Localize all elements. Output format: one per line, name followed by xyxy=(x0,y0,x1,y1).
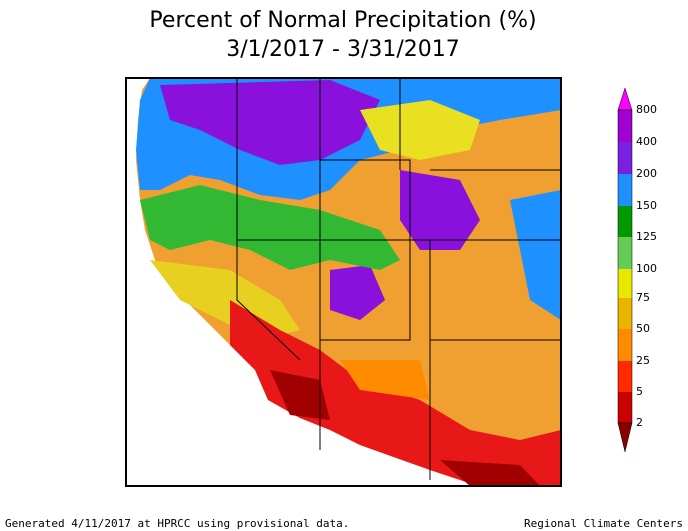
legend-swatch xyxy=(618,206,632,237)
legend-swatch xyxy=(618,329,632,361)
legend-label: 800 xyxy=(636,103,657,116)
legend-label: 75 xyxy=(636,291,650,304)
legend-label: 2 xyxy=(636,416,643,429)
legend-swatch xyxy=(618,298,632,329)
region-yellow xyxy=(360,100,480,160)
title: Percent of Normal Precipitation (%) xyxy=(149,8,536,33)
legend-label: 150 xyxy=(636,199,657,212)
region-purple xyxy=(330,265,385,320)
legend: 800 400 200 150 125 100 75 50 25 5 2 xyxy=(617,87,657,453)
legend-swatch xyxy=(618,361,632,392)
state-borders xyxy=(236,78,561,480)
legend-swatch xyxy=(618,269,632,298)
region-purple xyxy=(400,170,480,250)
legend-label: 25 xyxy=(636,354,650,367)
legend-label: 400 xyxy=(636,135,657,148)
footer-generated: Generated 4/11/2017 at HPRCC using provi… xyxy=(5,517,349,530)
region-blue xyxy=(510,190,561,320)
legend-label: 50 xyxy=(636,322,650,335)
legend-label: 5 xyxy=(636,385,643,398)
map xyxy=(125,77,562,487)
map-border xyxy=(125,77,562,487)
legend-frame xyxy=(617,109,633,424)
legend-swatch xyxy=(618,392,632,423)
region-darkred xyxy=(440,460,540,486)
legend-swatch xyxy=(618,237,632,269)
region-green xyxy=(140,185,400,270)
subtitle: 3/1/2017 - 3/31/2017 xyxy=(226,37,460,62)
legend-swatch xyxy=(618,110,632,142)
region-orange xyxy=(340,360,430,400)
legend-arrow-bottom xyxy=(617,422,633,453)
legend-swatch xyxy=(618,142,632,174)
footer-source: Regional Climate Centers xyxy=(524,517,683,530)
legend-label: 200 xyxy=(636,167,657,180)
legend-swatch xyxy=(618,174,632,206)
legend-label: 125 xyxy=(636,230,657,243)
legend-arrow-top xyxy=(617,87,633,111)
region-purple xyxy=(160,80,380,165)
region-darkred xyxy=(270,370,330,420)
legend-label: 100 xyxy=(636,262,657,275)
